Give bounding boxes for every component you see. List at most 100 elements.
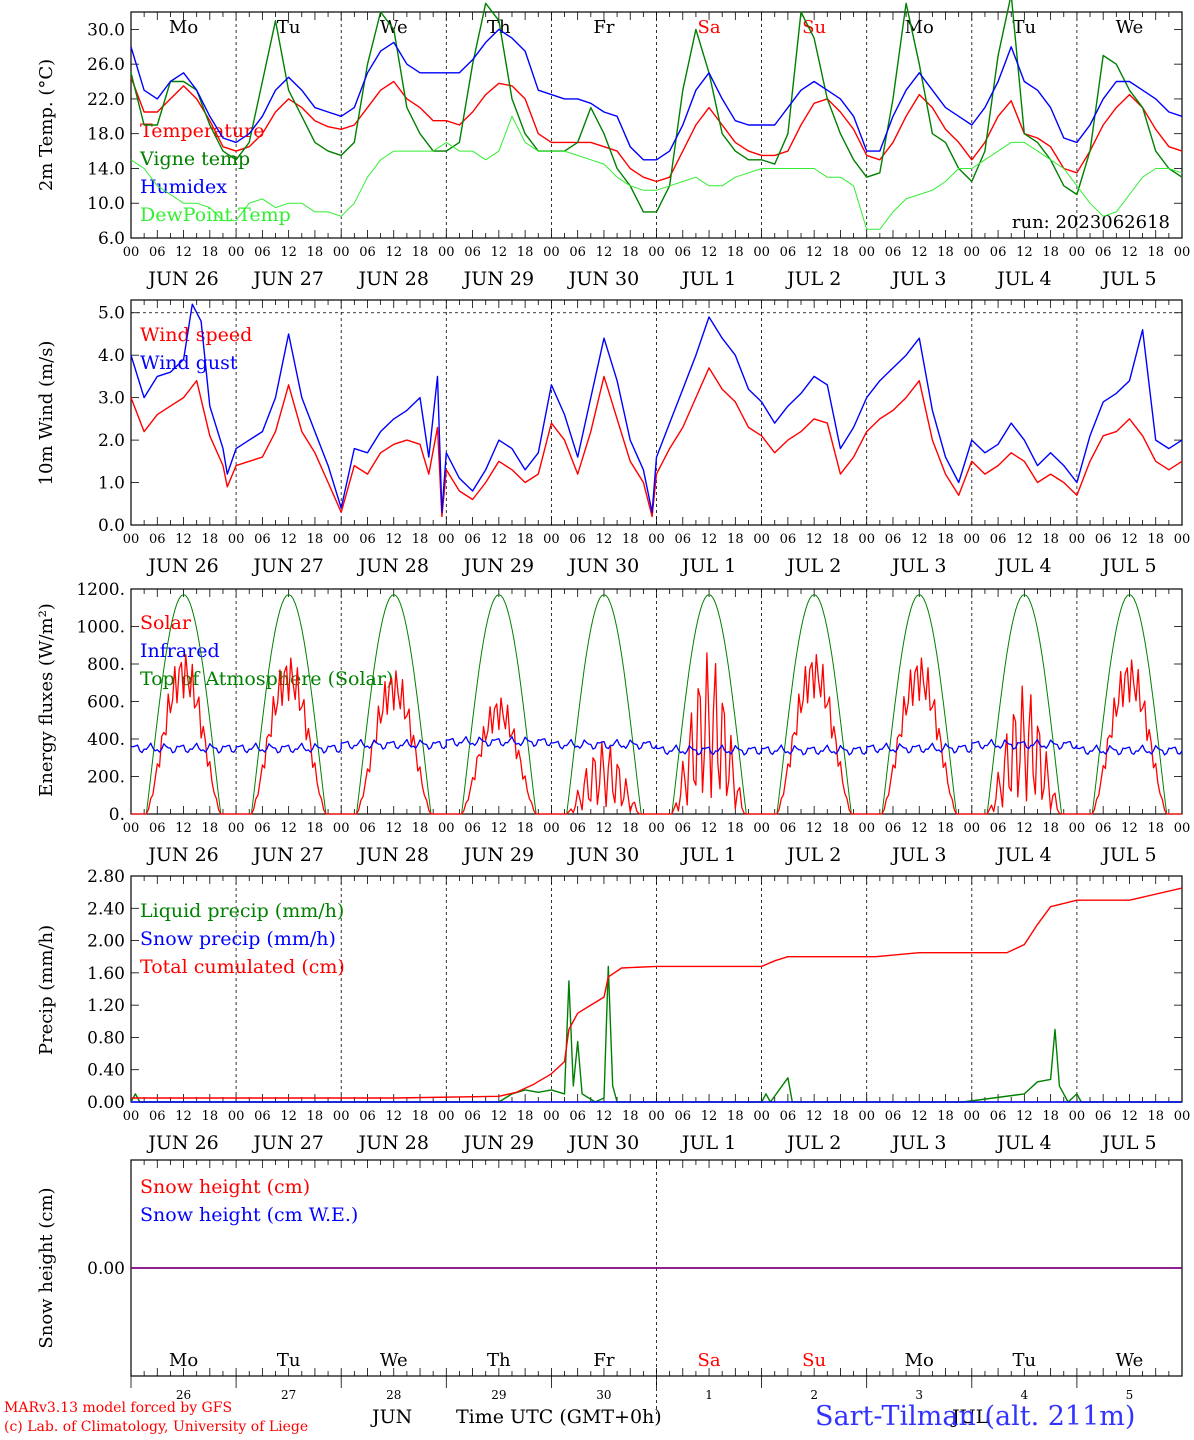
hour-label: 12 bbox=[596, 532, 613, 547]
weekday-label: We bbox=[1116, 17, 1144, 38]
hour-label: 06 bbox=[885, 1109, 902, 1124]
weekday-label: Sa bbox=[698, 17, 721, 38]
day-number-label: 5 bbox=[1126, 1388, 1134, 1402]
y-tick-label: 5.0 bbox=[98, 304, 125, 324]
hour-label: 12 bbox=[280, 532, 297, 547]
y-tick-label: 4.0 bbox=[98, 346, 125, 366]
hour-label: 18 bbox=[727, 1109, 744, 1124]
hour-label: 12 bbox=[596, 821, 613, 836]
hour-label: 12 bbox=[701, 245, 718, 260]
date-label: JUL 3 bbox=[890, 268, 946, 290]
hour-label: 06 bbox=[569, 821, 586, 836]
legend-entry: Solar bbox=[140, 612, 192, 634]
hour-label: 06 bbox=[569, 245, 586, 260]
hour-label: 06 bbox=[464, 821, 481, 836]
hour-label: 06 bbox=[885, 245, 902, 260]
y-tick-label: 3.0 bbox=[98, 389, 125, 409]
hour-label: 12 bbox=[1121, 821, 1138, 836]
hour-label: 12 bbox=[911, 821, 928, 836]
date-label: JUN 29 bbox=[462, 844, 534, 866]
date-label: JUN 29 bbox=[462, 268, 534, 290]
hour-label: 00 bbox=[648, 245, 665, 260]
hour-label: 06 bbox=[1095, 532, 1112, 547]
weekday-label: We bbox=[380, 17, 408, 38]
date-label: JUL 2 bbox=[785, 844, 841, 866]
panel-2: 5.0 4.0 3.0 2.0 1.0 0.0 10m Wind (m/s) 00 06 12 18… bbox=[36, 299, 1190, 577]
y-axis-title: 2m Temp. (°C) bbox=[36, 59, 57, 191]
hour-label: 00 bbox=[964, 1109, 981, 1124]
y-tick-label: 600. bbox=[87, 693, 125, 713]
panel-1: 30.0 26.0 22.0 18.0 14.0 10.0 6.0 2m Temp. (°C)… bbox=[36, 11, 1190, 290]
hour-label: 12 bbox=[701, 821, 718, 836]
y-tick-label: 0.80 bbox=[87, 1028, 125, 1048]
hour-label: 18 bbox=[622, 1109, 639, 1124]
hour-label: 12 bbox=[806, 821, 823, 836]
hour-label: 18 bbox=[517, 245, 534, 260]
y-tick-label: 400. bbox=[87, 730, 125, 750]
legend-entry: Wind gust bbox=[140, 352, 238, 374]
hour-label: 12 bbox=[1016, 245, 1033, 260]
hour-label: 06 bbox=[990, 532, 1007, 547]
y-tick-label: 200. bbox=[87, 768, 125, 788]
date-label: JUL 5 bbox=[1100, 1132, 1156, 1154]
legend-entry: Infrared bbox=[140, 640, 220, 662]
legend-entry: Snow height (cm W.E.) bbox=[140, 1204, 358, 1226]
plot-frame bbox=[130, 588, 1183, 815]
y-tick-label: 0.00 bbox=[87, 1093, 125, 1113]
hour-label: 12 bbox=[175, 821, 192, 836]
hour-label: 12 bbox=[1016, 821, 1033, 836]
date-label: JUL 3 bbox=[890, 555, 946, 577]
hour-label: 06 bbox=[885, 821, 902, 836]
hour-label: 00 bbox=[964, 532, 981, 547]
hour-label: 12 bbox=[596, 245, 613, 260]
hour-label: 18 bbox=[202, 1109, 219, 1124]
day-number-label: 26 bbox=[176, 1388, 191, 1402]
hour-label: 06 bbox=[359, 245, 376, 260]
hour-label: 18 bbox=[937, 532, 954, 547]
date-label: JUL 4 bbox=[995, 268, 1051, 290]
hour-label: 00 bbox=[858, 532, 875, 547]
date-label: JUN 28 bbox=[357, 268, 429, 290]
hour-label: 00 bbox=[333, 245, 350, 260]
hour-label: 00 bbox=[438, 821, 455, 836]
date-label: JUN 28 bbox=[357, 844, 429, 866]
y-tick-label: 2.80 bbox=[87, 867, 125, 887]
hour-label: 12 bbox=[806, 245, 823, 260]
day-number-label: 3 bbox=[915, 1388, 923, 1402]
hour-label: 18 bbox=[517, 1109, 534, 1124]
series-line-liquid-precip-mm-h- bbox=[130, 965, 1182, 1103]
hour-label: 00 bbox=[333, 1109, 350, 1124]
hour-label: 00 bbox=[123, 245, 140, 260]
y-tick-label: 14.0 bbox=[87, 159, 125, 179]
weekday-label: Mo bbox=[169, 17, 198, 38]
date-label: JUN 27 bbox=[251, 1132, 323, 1154]
hour-label: 12 bbox=[491, 245, 508, 260]
model-credit: MARv3.13 model forced by GFS bbox=[4, 1400, 233, 1416]
date-label: JUL 4 bbox=[995, 844, 1051, 866]
y-tick-label: 0. bbox=[109, 805, 125, 825]
date-label: JUL 5 bbox=[1100, 555, 1156, 577]
day-number-label: 27 bbox=[281, 1388, 296, 1402]
y-tick-label: 10.0 bbox=[87, 194, 125, 214]
hour-label: 00 bbox=[333, 821, 350, 836]
hour-label: 18 bbox=[202, 821, 219, 836]
hour-label: 00 bbox=[648, 1109, 665, 1124]
hour-label: 18 bbox=[832, 532, 849, 547]
date-label: JUL 2 bbox=[785, 268, 841, 290]
hour-label: 18 bbox=[1147, 245, 1164, 260]
run-annotation: run: 2023062618 bbox=[1012, 212, 1170, 233]
hour-label: 18 bbox=[937, 1109, 954, 1124]
hour-label: 18 bbox=[307, 1109, 324, 1124]
hour-label: 06 bbox=[464, 1109, 481, 1124]
legend-entry: Liquid precip (mm/h) bbox=[140, 900, 344, 922]
date-label: JUN 30 bbox=[567, 1132, 639, 1154]
y-tick-label: 1.60 bbox=[87, 964, 125, 984]
y-tick-label: 6.0 bbox=[98, 229, 125, 249]
hour-label: 06 bbox=[254, 245, 271, 260]
y-tick-label: 800. bbox=[87, 655, 125, 675]
hour-label: 12 bbox=[385, 821, 402, 836]
date-label: JUN 27 bbox=[251, 268, 323, 290]
hour-label: 06 bbox=[675, 1109, 692, 1124]
hour-label: 00 bbox=[438, 245, 455, 260]
hour-label: 06 bbox=[675, 245, 692, 260]
